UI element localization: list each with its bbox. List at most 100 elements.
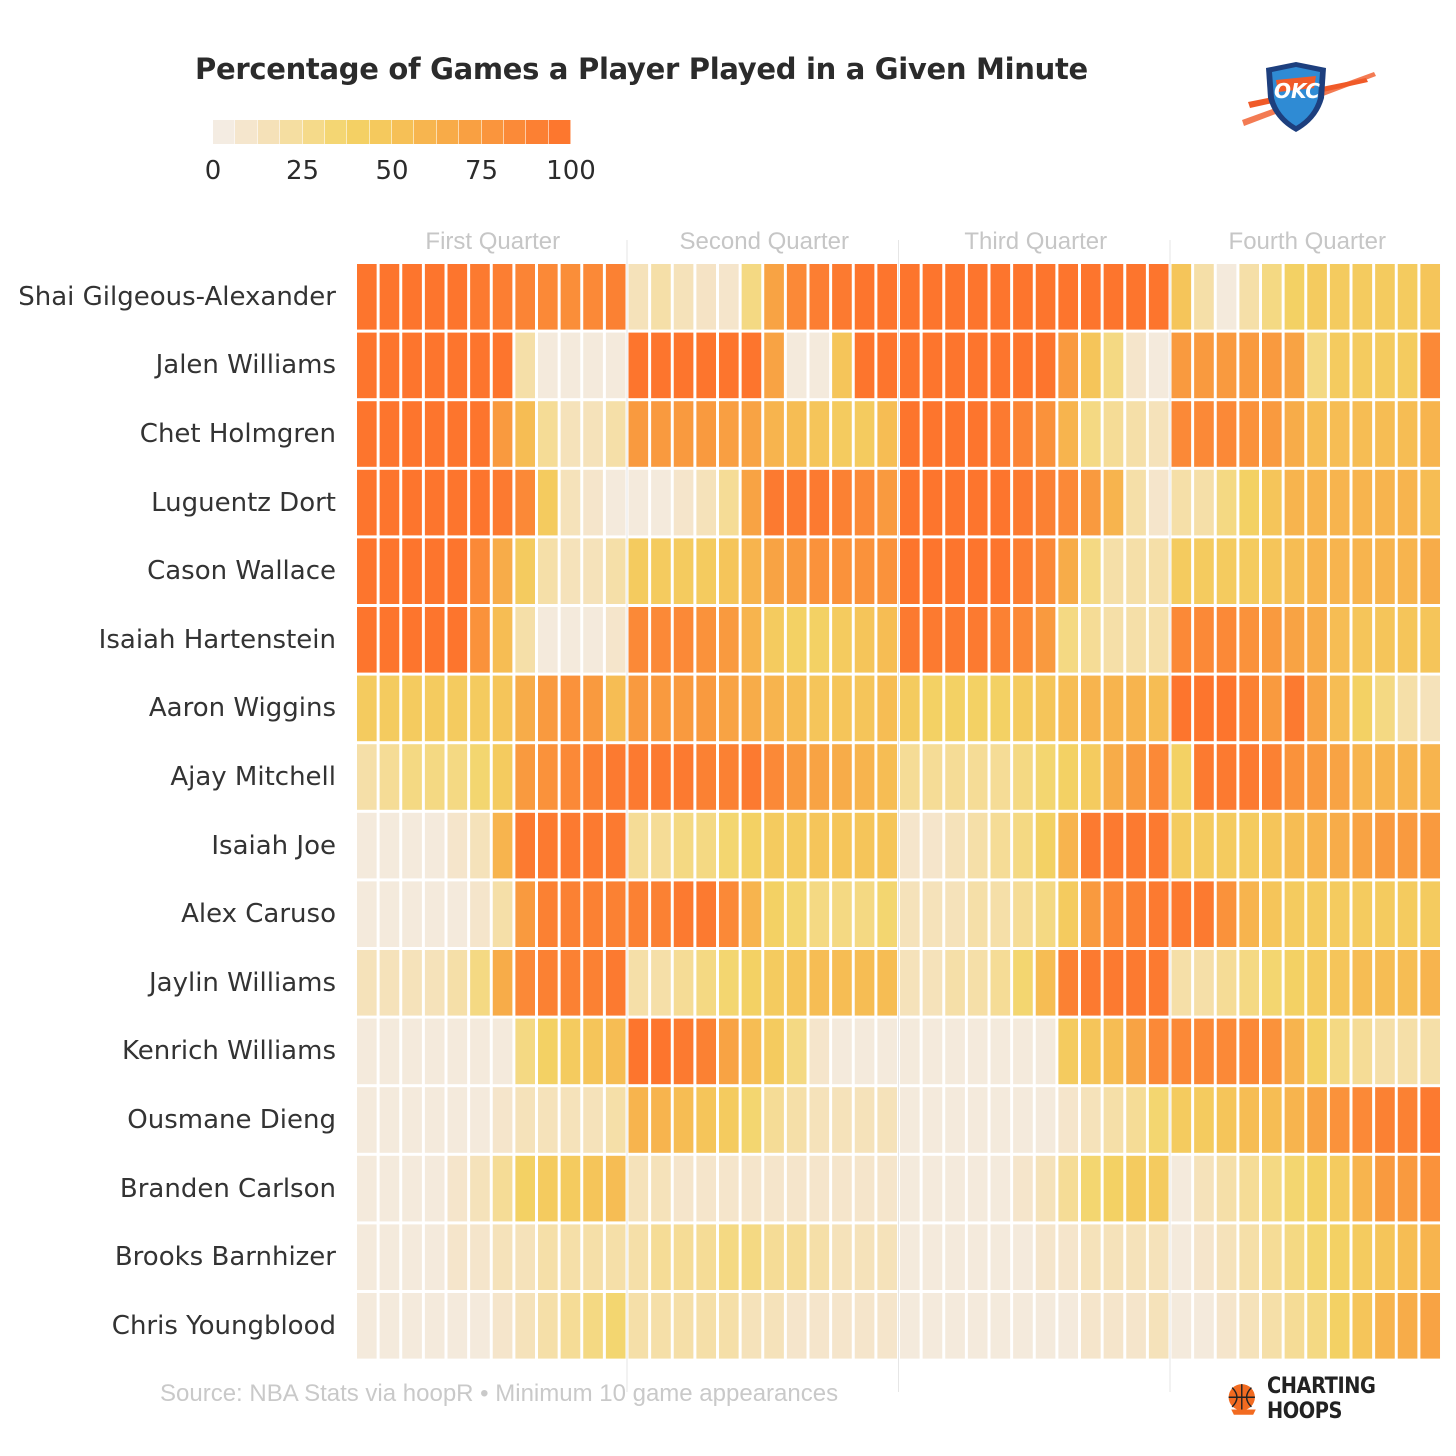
heatmap-cell <box>1013 881 1033 947</box>
heatmap-cell <box>1081 469 1101 536</box>
heatmap-cell <box>651 469 671 536</box>
heatmap-cell <box>786 950 807 1016</box>
heatmap-cell <box>1329 675 1350 742</box>
heatmap-cell <box>967 332 988 399</box>
heatmap-cell <box>379 1018 400 1085</box>
colorbar <box>213 120 571 144</box>
heatmap-cell <box>1148 881 1169 947</box>
heatmap-cell <box>1058 675 1079 742</box>
heatmap-cell <box>922 332 943 399</box>
heatmap-cell <box>1103 264 1124 330</box>
heatmap-cell <box>877 950 898 1016</box>
heatmap-cell <box>741 744 762 810</box>
heatmap-cell <box>470 812 490 879</box>
heatmap-cell <box>492 538 513 604</box>
heatmap-cell <box>492 1155 513 1222</box>
heatmap-cell <box>357 607 377 673</box>
heatmap-cell <box>832 1087 852 1153</box>
heatmap-cell <box>1081 950 1101 1016</box>
heatmap-cell <box>1081 1155 1101 1222</box>
heatmap-cell <box>560 1087 581 1153</box>
heatmap-cell <box>990 812 1011 879</box>
heatmap-cell <box>1262 950 1282 1016</box>
heatmap-cell <box>628 1155 649 1222</box>
heatmap-cell <box>424 744 445 810</box>
heatmap-cell <box>1262 607 1282 673</box>
heatmap-cell <box>1126 675 1146 742</box>
heatmap-cell <box>922 744 943 810</box>
heatmap-cell <box>1397 1155 1418 1222</box>
heatmap-cell <box>560 744 581 810</box>
heatmap-cell <box>538 401 558 467</box>
heatmap-cell <box>945 264 965 330</box>
heatmap-cell <box>628 744 649 810</box>
heatmap-cell <box>1420 675 1441 742</box>
player-label: Ajay Mitchell <box>170 762 336 792</box>
heatmap-cell <box>560 332 581 399</box>
heatmap-cell <box>1216 744 1237 810</box>
heatmap-cell <box>1035 607 1056 673</box>
heatmap-cell <box>424 675 445 742</box>
heatmap-cell <box>1148 744 1169 810</box>
heatmap-cell <box>379 264 400 330</box>
colorbar-segment <box>213 120 236 144</box>
colorbar-segment <box>459 120 482 144</box>
heatmap-cell <box>1171 812 1192 879</box>
heatmap-cell <box>1284 607 1305 673</box>
heatmap-cell <box>900 1018 920 1085</box>
heatmap-cell <box>673 1155 694 1222</box>
heatmap-cell <box>402 401 422 467</box>
heatmap-cell <box>560 538 581 604</box>
heatmap-cell <box>515 264 536 330</box>
heatmap-cell <box>1148 469 1169 536</box>
heatmap-cell <box>990 607 1011 673</box>
heatmap-cell <box>515 469 536 536</box>
heatmap-cell <box>1329 1018 1350 1085</box>
heatmap-cell <box>402 881 422 947</box>
heatmap-cell <box>583 744 603 810</box>
heatmap-cell <box>1216 675 1237 742</box>
heatmap-cell <box>605 469 626 536</box>
heatmap-cell <box>719 881 739 947</box>
heatmap-cell <box>1375 538 1395 604</box>
heatmap-cell <box>515 401 536 467</box>
heatmap-cell <box>673 675 694 742</box>
heatmap-cell <box>1013 675 1033 742</box>
heatmap-cell <box>1397 744 1418 810</box>
heatmap-cell <box>379 538 400 604</box>
heatmap-cell <box>357 675 377 742</box>
brand-text: CHARTING HOOPS <box>1267 1374 1376 1424</box>
heatmap-cell <box>1284 812 1305 879</box>
heatmap-cell <box>379 1155 400 1222</box>
heatmap-cell <box>605 950 626 1016</box>
heatmap-cell <box>1420 744 1441 810</box>
heatmap-cell <box>696 401 717 467</box>
heatmap-cell <box>741 538 762 604</box>
heatmap-cell <box>492 881 513 947</box>
heatmap-cell <box>967 1293 988 1359</box>
heatmap-cell <box>900 744 920 810</box>
heatmap-cell <box>854 1087 875 1153</box>
colorbar-segment <box>392 120 415 144</box>
heatmap-cell <box>447 264 468 330</box>
heatmap-cell <box>945 881 965 947</box>
heatmap-cell <box>538 607 558 673</box>
heatmap-cell <box>1171 1087 1192 1153</box>
heatmap-cell <box>583 1224 603 1290</box>
heatmap-cell <box>967 401 988 467</box>
heatmap-cell <box>651 744 671 810</box>
heatmap-cell <box>1013 1087 1033 1153</box>
heatmap-cell <box>1035 538 1056 604</box>
heatmap-cell <box>1194 1087 1214 1153</box>
heatmap-cell <box>402 1018 422 1085</box>
heatmap-cell <box>786 401 807 467</box>
heatmap-cell <box>696 1155 717 1222</box>
heatmap-cell <box>560 264 581 330</box>
heatmap-cell <box>1352 469 1373 536</box>
heatmap-cell <box>1397 1018 1418 1085</box>
heatmap-cell <box>357 1155 377 1222</box>
heatmap-cell <box>877 744 898 810</box>
heatmap-cell <box>651 1224 671 1290</box>
heatmap-cell <box>470 538 490 604</box>
heatmap-cell <box>809 812 830 879</box>
